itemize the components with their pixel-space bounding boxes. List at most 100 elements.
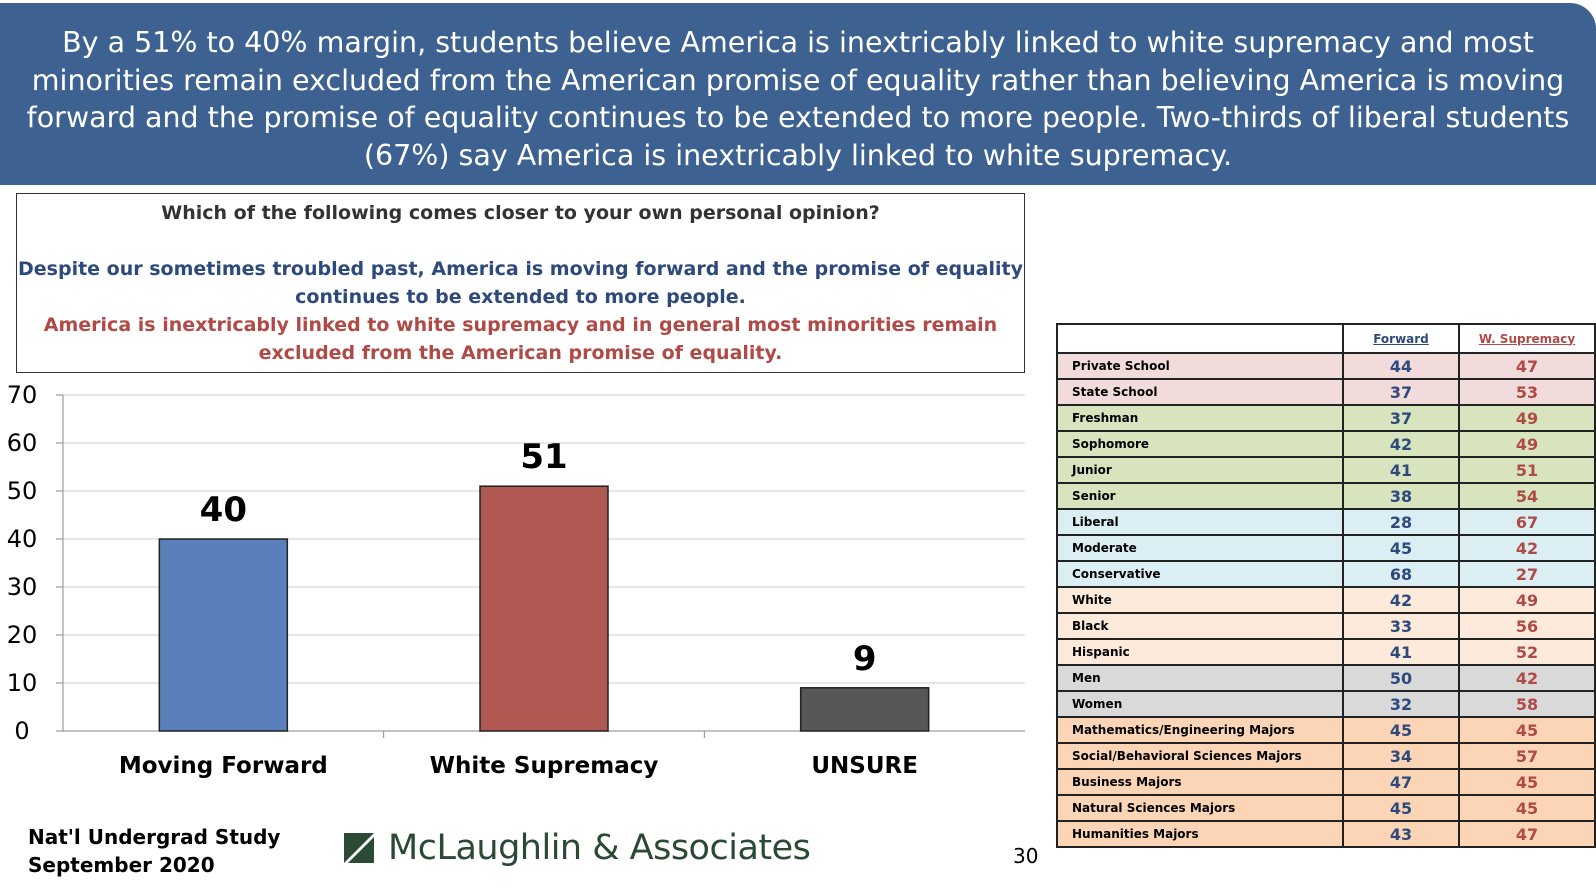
row-forward-value: 32 [1342,690,1460,718]
table-row: Liberal 28 67 [1056,508,1596,536]
row-label: Social/Behavioral Sciences Majors [1056,742,1344,770]
table-row: Women 32 58 [1056,690,1596,718]
question-prompt: Which of the following comes closer to y… [161,202,880,224]
y-tick-label: 10 [7,669,38,697]
row-supremacy-value: 49 [1458,404,1596,432]
row-supremacy-value: 47 [1458,820,1596,848]
row-supremacy-value: 45 [1458,716,1596,744]
row-label: Business Majors [1056,768,1344,796]
row-supremacy-value: 45 [1458,794,1596,822]
y-tick-label: 50 [7,477,38,505]
row-forward-value: 68 [1342,560,1460,588]
x-category-label: Moving Forward [119,753,328,779]
bar-data-label: 9 [853,639,877,679]
headline-banner: By a 51% to 40% margin, students believe… [0,3,1596,185]
row-label: White [1056,586,1344,614]
y-tick-label: 20 [7,621,38,649]
row-label: Men [1056,664,1344,692]
company-logo: McLaughlin & Associates [344,828,811,868]
question-box: Which of the following comes closer to y… [16,193,1025,373]
row-label: Freshman [1056,404,1344,432]
table-row: Sophomore 42 49 [1056,430,1596,458]
option-supremacy-text: America is inextricably linked to white … [43,314,998,364]
table-row: Social/Behavioral Sciences Majors 34 57 [1056,742,1596,770]
table-row: Men 50 42 [1056,664,1596,692]
study-footer: Nat'l Undergrad Study September 2020 [28,823,280,879]
row-supremacy-value: 47 [1458,352,1596,380]
logo-mark-icon [344,833,374,863]
table-header-supremacy: W. Supremacy [1458,323,1596,354]
headline-text: By a 51% to 40% margin, students believe… [26,26,1570,172]
row-label: Sophomore [1056,430,1344,458]
row-label: Conservative [1056,560,1344,588]
table-header-blank [1056,323,1344,354]
row-label: Mathematics/Engineering Majors [1056,716,1344,744]
row-label: Humanities Majors [1056,820,1344,848]
table-row: Humanities Majors 43 47 [1056,820,1596,848]
y-tick-label: 70 [7,381,38,409]
row-forward-value: 44 [1342,352,1460,380]
bar-data-label: 51 [520,437,567,477]
table-row: Junior 41 51 [1056,456,1596,484]
study-name: Nat'l Undergrad Study [28,825,281,849]
table-row: Senior 38 54 [1056,482,1596,510]
row-forward-value: 42 [1342,586,1460,614]
row-supremacy-value: 56 [1458,612,1596,640]
row-supremacy-value: 58 [1458,690,1596,718]
row-label: Natural Sciences Majors [1056,794,1344,822]
row-forward-value: 41 [1342,638,1460,666]
row-label: Women [1056,690,1344,718]
company-name: McLaughlin & Associates [388,828,811,868]
x-category-label: UNSURE [811,753,918,779]
table-row: Private School 44 47 [1056,352,1596,380]
row-supremacy-value: 67 [1458,508,1596,536]
row-supremacy-value: 42 [1458,534,1596,562]
study-date: September 2020 [28,853,215,877]
row-forward-value: 41 [1342,456,1460,484]
row-supremacy-value: 51 [1458,456,1596,484]
x-category-label: White Supremacy [430,753,659,779]
row-forward-value: 28 [1342,508,1460,536]
row-label: Black [1056,612,1344,640]
row-label: Junior [1056,456,1344,484]
y-tick-label: 0 [14,717,29,745]
table-row: Freshman 37 49 [1056,404,1596,432]
y-tick-label: 30 [7,573,38,601]
row-forward-value: 45 [1342,794,1460,822]
row-forward-value: 45 [1342,716,1460,744]
row-supremacy-value: 45 [1458,768,1596,796]
y-tick-label: 40 [7,525,38,553]
table-header-row: Forward W. Supremacy [1056,323,1596,354]
table-body: Private School 44 47 State School 37 53 Freshm… [1056,352,1596,848]
row-forward-value: 45 [1342,534,1460,562]
page-number: 30 [1013,844,1039,868]
table-header-forward: Forward [1342,323,1460,354]
table-row: White 42 49 [1056,586,1596,614]
bar [799,687,930,732]
row-label: Senior [1056,482,1344,510]
table-row: Mathematics/Engineering Majors 45 45 [1056,716,1596,744]
row-supremacy-value: 49 [1458,430,1596,458]
bar [479,485,609,732]
row-forward-value: 42 [1342,430,1460,458]
row-label: Hispanic [1056,638,1344,666]
row-supremacy-value: 53 [1458,378,1596,406]
crosstab-table: Forward W. Supremacy Private School 44 47 S… [1056,323,1596,848]
row-forward-value: 43 [1342,820,1460,848]
row-supremacy-value: 54 [1458,482,1596,510]
row-forward-value: 34 [1342,742,1460,770]
bar-chart: 0 10 20 30 40 50 60 70 40 Moving Forward 51 White S… [7,381,1025,779]
bar-data-label: 40 [200,490,247,530]
row-forward-value: 38 [1342,482,1460,510]
table-row: Moderate 45 42 [1056,534,1596,562]
row-supremacy-value: 57 [1458,742,1596,770]
table-row: Business Majors 47 45 [1056,768,1596,796]
row-label: State School [1056,378,1344,406]
table-row: State School 37 53 [1056,378,1596,406]
option-forward-text: Despite our sometimes troubled past, Ame… [18,258,1023,308]
row-label: Liberal [1056,508,1344,536]
bar [158,538,289,732]
table-row: Black 33 56 [1056,612,1596,640]
row-supremacy-value: 52 [1458,638,1596,666]
y-tick-label: 60 [7,429,38,457]
